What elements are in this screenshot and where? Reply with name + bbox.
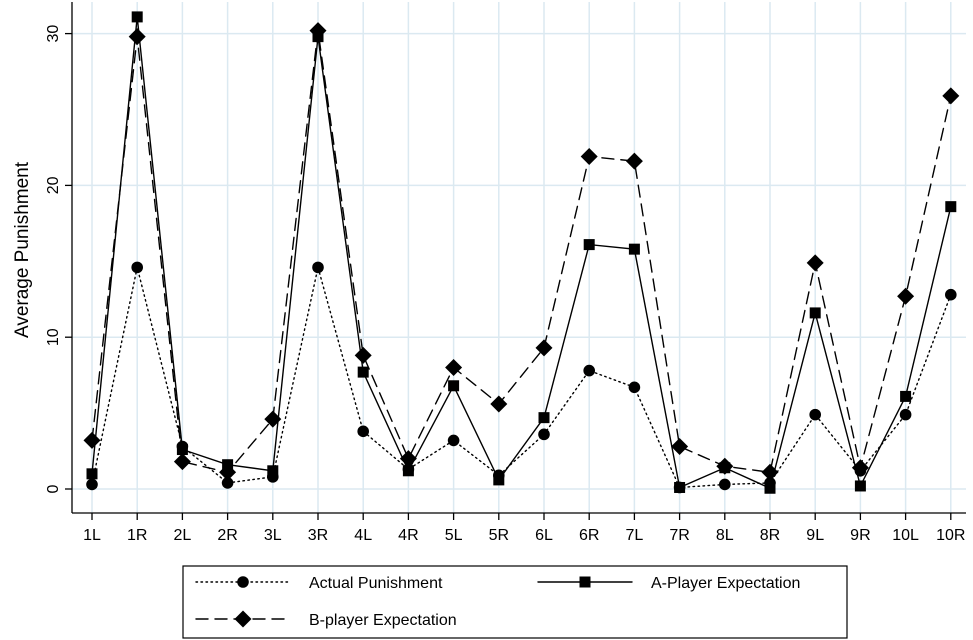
x-tick-label: 7L xyxy=(626,527,644,544)
data-point xyxy=(628,381,641,394)
legend-label: Actual Punishment xyxy=(309,575,443,592)
x-tick-label: 10R xyxy=(936,527,965,544)
data-point xyxy=(809,307,821,319)
data-point xyxy=(671,437,689,455)
x-tick-label: 4L xyxy=(354,527,372,544)
data-point xyxy=(83,431,101,449)
data-point xyxy=(86,468,98,480)
legend-label: A-Player Expectation xyxy=(651,575,800,592)
data-point xyxy=(131,11,143,23)
x-tick-label: 6R xyxy=(579,527,599,544)
data-point xyxy=(716,457,734,475)
data-point xyxy=(221,477,234,489)
x-tick-label: 6L xyxy=(535,527,553,544)
data-point xyxy=(674,481,686,493)
x-tick-label: 2L xyxy=(174,527,192,544)
data-point xyxy=(628,243,640,255)
data-point xyxy=(942,87,960,105)
data-point xyxy=(761,463,779,481)
x-tick-label: 8L xyxy=(716,527,734,544)
data-point xyxy=(854,480,866,492)
data-point xyxy=(447,434,460,447)
data-point xyxy=(583,364,595,377)
legend-label: B-player Expectation xyxy=(309,612,457,629)
data-point xyxy=(357,425,370,438)
data-point xyxy=(128,28,146,46)
data-point xyxy=(354,346,372,364)
y-axis-ticks: 0 10 20 30 xyxy=(45,25,72,493)
data-point xyxy=(219,463,237,481)
data-point xyxy=(538,412,550,424)
x-tick-label: 3L xyxy=(264,527,282,544)
data-point xyxy=(493,474,505,486)
data-point xyxy=(267,465,279,477)
data-point xyxy=(900,390,912,402)
y-tick-label: 10 xyxy=(45,328,62,346)
y-axis-title: Average Punishment xyxy=(12,161,33,338)
legend-box xyxy=(182,565,848,639)
axes xyxy=(71,2,966,514)
data-point xyxy=(580,148,598,166)
data-point xyxy=(357,366,369,378)
series-line xyxy=(91,267,952,489)
legend: Actual Punishment A-Player Expectation B-p… xyxy=(182,565,848,639)
data-point xyxy=(897,287,915,305)
data-point xyxy=(309,22,327,40)
data-point xyxy=(399,450,417,468)
x-tick-label: 8R xyxy=(760,527,780,544)
data-point xyxy=(490,395,508,413)
x-tick-label: 9R xyxy=(850,527,870,544)
data-point xyxy=(719,478,731,491)
x-tick-label: 4R xyxy=(398,527,418,544)
data-point xyxy=(312,261,324,274)
data-point xyxy=(945,201,957,213)
x-tick-label: 5R xyxy=(489,527,509,544)
y-tick-label: 20 xyxy=(45,176,62,194)
data-point xyxy=(448,380,460,392)
x-tick-label: 2R xyxy=(217,527,237,544)
data-point xyxy=(176,444,188,456)
data-point xyxy=(625,152,643,170)
x-tick-label: 7R xyxy=(669,527,689,544)
x-tick-label: 9L xyxy=(806,527,824,544)
series-line xyxy=(91,30,952,474)
data-point xyxy=(583,239,595,251)
data-point xyxy=(809,408,821,421)
y-tick-label: 0 xyxy=(45,484,62,493)
grid-lines xyxy=(72,2,966,513)
x-tick-label: 10L xyxy=(892,527,919,544)
legend-marker xyxy=(579,576,591,588)
x-tick-label: 1R xyxy=(127,527,147,544)
data-point xyxy=(806,254,824,272)
legend-marker xyxy=(234,610,252,628)
data-point xyxy=(764,482,776,494)
data-point xyxy=(535,339,553,357)
data-point xyxy=(131,261,143,274)
data-point xyxy=(851,459,869,477)
data-point xyxy=(173,453,191,471)
legend-marker xyxy=(237,576,249,588)
series-layer xyxy=(83,11,960,494)
data-point xyxy=(86,478,98,491)
data-point xyxy=(402,465,414,477)
x-tick-label: 3R xyxy=(308,527,328,544)
x-tick-label: 5L xyxy=(445,527,463,544)
x-tick-label: 1L xyxy=(83,527,101,544)
y-tick-label: 30 xyxy=(45,25,62,43)
data-point xyxy=(538,428,550,441)
data-point xyxy=(264,410,282,428)
data-point xyxy=(445,359,463,377)
series-line xyxy=(91,16,952,490)
data-point xyxy=(945,288,957,301)
x-axis-ticks: 1L 1R 2L 2R 3L 3R 4L 4R 5L 5R 6L 6R 7L 7R 8L 8R 9L 9R 10L 1… xyxy=(83,513,965,544)
data-point xyxy=(899,408,912,421)
